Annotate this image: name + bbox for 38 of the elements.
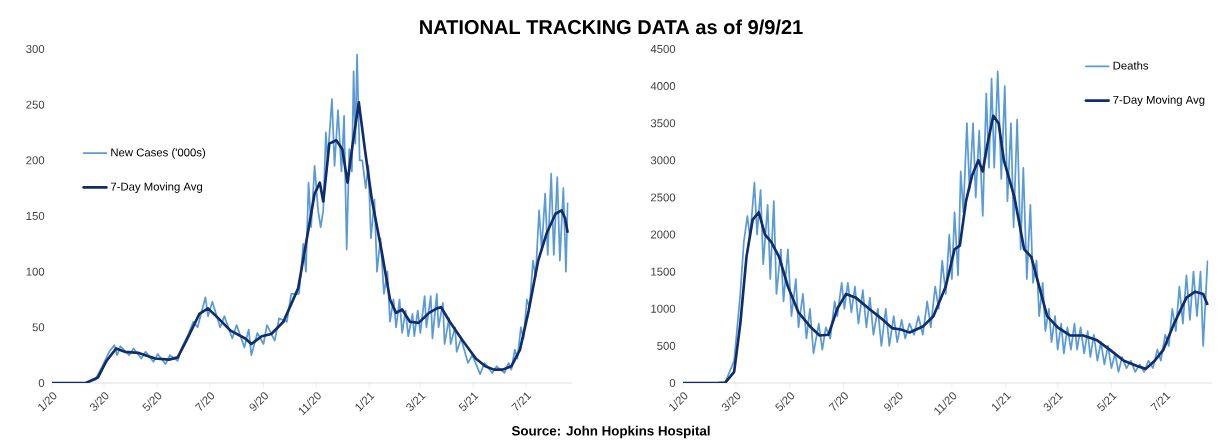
y-tick-label: 1500: [651, 267, 676, 276]
y-tick-label: 3000: [650, 156, 676, 165]
x-tick-label: 5/20: [142, 392, 162, 412]
y-tick-label: 200: [26, 156, 45, 165]
x-tick-label: 9/20: [249, 392, 268, 411]
y-tick-label: 1000: [651, 304, 676, 313]
y-tick-label: 4000: [650, 82, 676, 91]
y-tick-label: 500: [657, 342, 676, 351]
y-tick-label: 4500: [650, 45, 676, 54]
y-tick-label: 100: [26, 267, 45, 276]
x-tick-label: 7/21: [1150, 392, 1171, 411]
x-tick-label: 7/21: [511, 392, 532, 411]
y-tick-label: 0: [669, 379, 676, 388]
y-tick-label: 250: [26, 100, 45, 109]
x-tick-label: 3/21: [1043, 392, 1064, 411]
y-tick-label: 2500: [650, 193, 676, 202]
y-tick-label: 2000: [650, 230, 676, 239]
source-note: Source: John Hopkins Hospital: [511, 425, 710, 439]
x-tick-label: 3/20: [721, 392, 741, 411]
x-tick-label: 5/20: [775, 392, 795, 412]
y-tick-label: 0: [38, 379, 45, 388]
y-tick-label: 150: [26, 212, 45, 221]
legend-label: 7-Day Moving Avg: [110, 182, 203, 194]
y-tick-label: 3500: [650, 119, 676, 128]
y-tick-label: 300: [26, 45, 45, 54]
x-tick-label: 9/20: [884, 392, 903, 411]
legend-label: Deaths: [1113, 61, 1149, 70]
x-tick-label: 5/21: [458, 392, 479, 412]
legend-label: New Cases ('000s): [111, 148, 206, 159]
legend-label: 7-Day Moving Avg: [1113, 95, 1205, 107]
chart-title: NATIONAL TRACKING DATA as of 9/9/21: [420, 19, 803, 35]
x-tick-label: 7/20: [828, 392, 848, 411]
x-tick-label: 1/21: [355, 392, 375, 412]
x-tick-label: 7/20: [194, 392, 215, 411]
y-tick-label: 50: [32, 323, 45, 332]
x-tick-label: 3/21: [406, 392, 426, 411]
x-tick-label: 5/21: [1096, 392, 1117, 412]
x-tick-label: 3/20: [89, 392, 109, 411]
